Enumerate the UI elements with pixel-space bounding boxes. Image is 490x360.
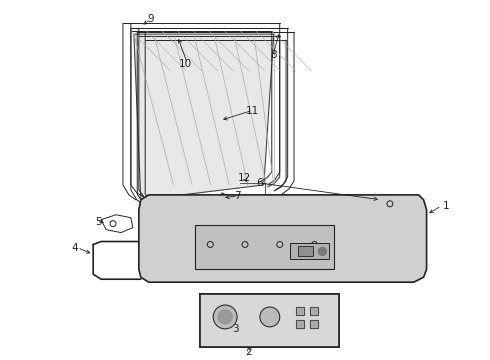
Polygon shape [297, 247, 314, 256]
Polygon shape [200, 294, 339, 347]
Text: 5: 5 [95, 217, 101, 227]
Text: 2: 2 [245, 347, 252, 357]
Text: 12: 12 [237, 173, 250, 183]
Circle shape [218, 310, 232, 324]
Bar [295, 307, 303, 315]
Bar [311, 320, 319, 328]
Bar [295, 320, 303, 328]
Text: 9: 9 [147, 14, 154, 24]
Circle shape [213, 305, 237, 329]
Circle shape [318, 247, 326, 255]
Text: 8: 8 [270, 50, 277, 60]
Bar [311, 307, 319, 315]
Text: 4: 4 [71, 243, 77, 253]
Circle shape [260, 307, 280, 327]
Bar [311, 307, 319, 315]
Polygon shape [290, 243, 329, 260]
Text: 1: 1 [443, 201, 450, 211]
Bar [295, 320, 303, 328]
Bar [311, 320, 319, 328]
Polygon shape [139, 195, 427, 282]
Polygon shape [134, 34, 274, 200]
Text: 7: 7 [234, 191, 241, 201]
Text: 3: 3 [232, 324, 239, 334]
Text: 10: 10 [179, 59, 192, 69]
Polygon shape [196, 225, 334, 269]
Text: 11: 11 [245, 105, 259, 116]
Bar [295, 307, 303, 315]
Text: 6: 6 [257, 178, 263, 188]
